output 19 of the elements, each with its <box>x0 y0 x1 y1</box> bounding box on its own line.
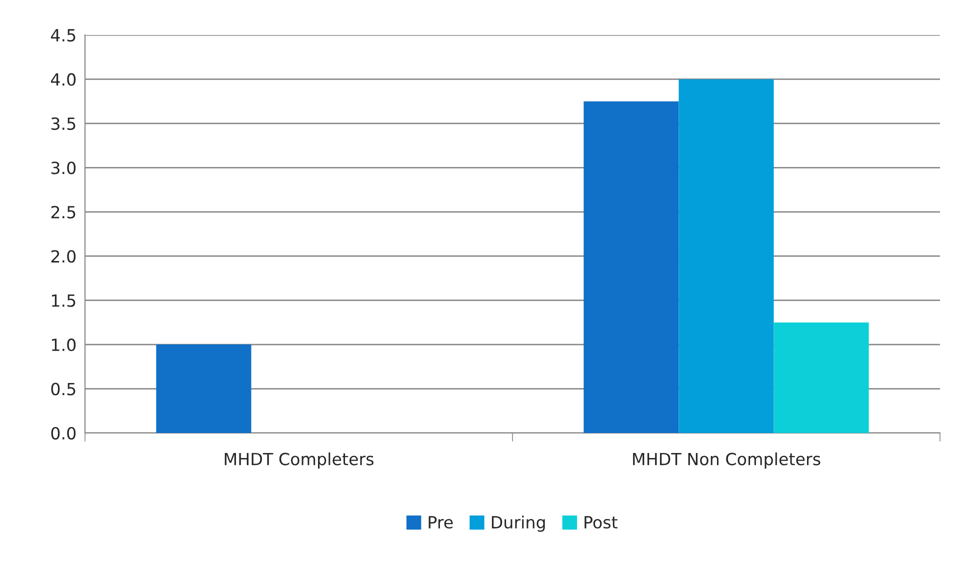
x-tick-label: MHDT Completers <box>224 452 374 469</box>
legend-label: During <box>492 516 545 532</box>
y-tick-label: 2.0 <box>51 250 76 263</box>
y-tick-label: 0.0 <box>51 426 76 440</box>
y-tick-label: 4.0 <box>50 73 76 86</box>
y-tick-label: 3.5 <box>51 117 76 130</box>
legend-label: Post <box>584 516 618 529</box>
y-tick-label: 1.5 <box>52 294 76 307</box>
bar <box>774 322 869 433</box>
bar <box>584 101 679 433</box>
y-tick-label: 0.5 <box>51 382 76 396</box>
x-tick-label: MHDT Non Completers <box>633 452 820 469</box>
y-tick-label: 3.0 <box>51 162 76 174</box>
y-tick-label: 4.5 <box>50 29 76 42</box>
legend-label: Pre <box>428 516 453 529</box>
y-tick-label: 2.5 <box>51 206 76 218</box>
y-tick-label: 1.0 <box>52 338 76 352</box>
bar <box>678 79 774 433</box>
bar <box>156 344 252 433</box>
